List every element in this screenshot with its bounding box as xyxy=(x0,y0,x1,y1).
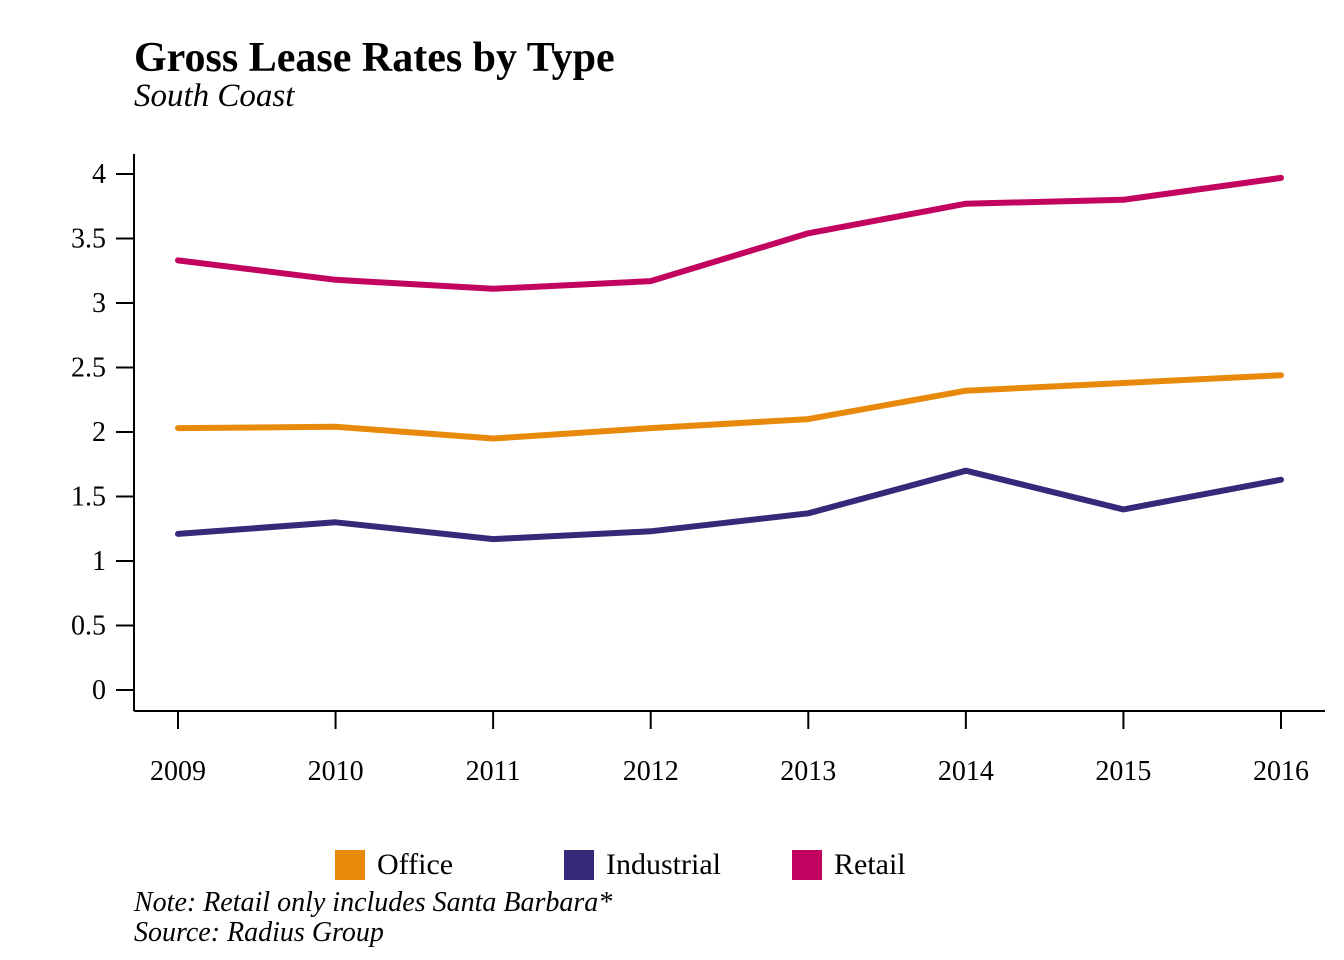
legend-swatch-retail xyxy=(792,850,822,880)
y-tick-label: 2 xyxy=(92,417,106,448)
x-tick-label: 2012 xyxy=(623,756,679,787)
y-tick-label: 1.5 xyxy=(71,482,106,513)
series-line-industrial xyxy=(175,467,1284,543)
y-tick-label: 0.5 xyxy=(71,611,106,642)
legend-item-office: Office xyxy=(335,848,453,882)
chart-subtitle: South Coast xyxy=(134,78,295,114)
legend-item-retail: Retail xyxy=(792,848,906,882)
series-line-retail xyxy=(175,174,1284,292)
y-tick-label: 3 xyxy=(92,288,106,319)
x-tick-label: 2014 xyxy=(938,756,994,787)
legend-item-industrial: Industrial xyxy=(564,848,721,882)
y-tick-label: 0 xyxy=(92,675,106,706)
x-tick-label: 2016 xyxy=(1253,756,1309,787)
series-lines xyxy=(175,174,1284,543)
y-tick-label: 3.5 xyxy=(71,224,106,255)
chart-source: Source: Radius Group xyxy=(134,917,384,948)
x-tick-label: 2013 xyxy=(780,756,836,787)
y-tick-label: 1 xyxy=(92,546,106,577)
x-tick-label: 2015 xyxy=(1095,756,1151,787)
chart-title: Gross Lease Rates by Type xyxy=(134,35,615,81)
y-tick-label: 2.5 xyxy=(71,353,106,384)
legend-label-office: Office xyxy=(377,848,454,881)
series-line-office xyxy=(175,372,1284,442)
x-tick-label: 2011 xyxy=(466,756,521,787)
x-tick-label: 2009 xyxy=(150,756,206,787)
chart-note: Note: Retail only includes Santa Barbara… xyxy=(134,887,613,918)
legend-swatch-office xyxy=(335,850,365,880)
x-tick-label: 2010 xyxy=(308,756,364,787)
y-tick-label: 4 xyxy=(92,159,106,190)
legend-label-industrial: Industrial xyxy=(606,848,721,881)
legend-swatch-industrial xyxy=(564,850,594,880)
legend-label-retail: Retail xyxy=(834,848,906,881)
axes: 0 0.5 1 1.5 2 2.5 3 3.5 4 2009 2010 2011 2012 2013 201… xyxy=(71,154,1325,787)
